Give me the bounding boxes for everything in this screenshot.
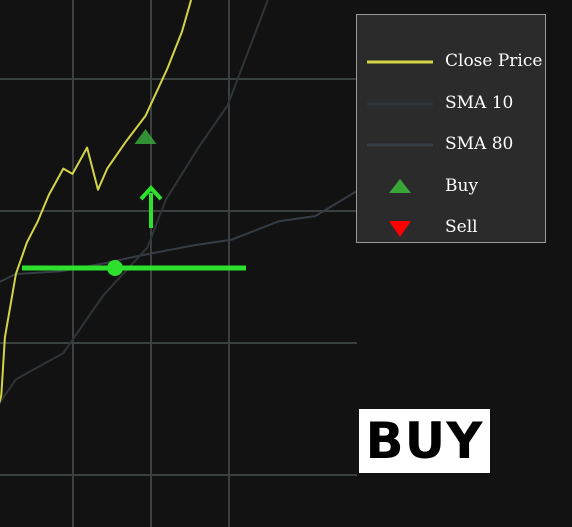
marker-layer [134, 129, 157, 145]
signal-badge: BUY [359, 409, 490, 473]
legend-sma80-swatch [367, 143, 433, 147]
legend-item-sell: Sell [357, 213, 547, 243]
legend-sma10-label: SMA 10 [445, 93, 514, 113]
buy-triangle-icon [389, 179, 411, 193]
legend-item-sma10: SMA 10 [357, 89, 547, 119]
up-arrow-icon [139, 185, 163, 201]
sell-triangle-icon [389, 221, 411, 237]
sma80-line [0, 188, 360, 283]
sma10-line [0, 0, 269, 405]
chart-legend: Close Price SMA 10 SMA 80 Buy Sell [356, 14, 546, 243]
signal-level-dot [107, 260, 123, 276]
legend-item-close-price: Close Price [357, 47, 547, 77]
legend-sell-label: Sell [445, 217, 478, 237]
legend-item-sma80: SMA 80 [357, 130, 547, 160]
legend-sma80-label: SMA 80 [445, 134, 514, 154]
legend-close-price-swatch [367, 60, 433, 64]
legend-close-price-label: Close Price [445, 51, 543, 71]
legend-buy-label: Buy [445, 176, 479, 196]
legend-item-buy: Buy [357, 172, 547, 202]
buy-marker [134, 129, 157, 145]
legend-sma10-swatch [367, 102, 433, 106]
close-price-line [0, 0, 193, 404]
series-layer [0, 0, 360, 405]
grid [0, 0, 357, 527]
signal-indicator [22, 185, 246, 276]
